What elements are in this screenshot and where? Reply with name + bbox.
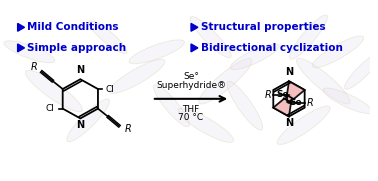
Ellipse shape [312,36,364,68]
Ellipse shape [198,58,252,104]
Polygon shape [273,95,291,116]
Polygon shape [191,23,198,31]
Text: R: R [264,90,271,100]
Text: 70 °C: 70 °C [178,113,204,121]
Polygon shape [191,44,198,52]
Ellipse shape [227,81,263,130]
Polygon shape [287,81,305,103]
Polygon shape [18,23,25,31]
Text: Simple approach: Simple approach [28,43,127,53]
Text: N: N [76,120,84,130]
Ellipse shape [296,58,350,104]
Ellipse shape [178,108,234,142]
Text: Bidirectional cyclization: Bidirectional cyclization [201,43,343,53]
Ellipse shape [129,40,184,64]
Text: THF: THF [183,105,200,114]
Polygon shape [18,44,25,52]
Text: N: N [76,65,84,75]
Text: Structural properties: Structural properties [201,22,325,32]
Text: N: N [285,67,293,77]
Ellipse shape [230,44,279,70]
Ellipse shape [190,16,231,58]
Text: Superhydride®: Superhydride® [156,81,226,90]
Ellipse shape [153,85,189,127]
Text: R: R [124,124,131,134]
Ellipse shape [88,21,127,54]
Ellipse shape [67,99,110,142]
Ellipse shape [25,70,82,112]
Ellipse shape [109,59,165,93]
Ellipse shape [277,106,330,144]
Text: Se°: Se° [183,72,199,81]
Ellipse shape [345,54,378,89]
Text: Mild Conditions: Mild Conditions [28,22,119,32]
Ellipse shape [290,15,327,59]
Text: R: R [31,62,37,72]
Text: Se: Se [289,98,302,107]
Text: Cl: Cl [46,104,55,113]
Ellipse shape [323,88,372,113]
Text: R: R [307,98,313,108]
Ellipse shape [4,41,55,63]
Text: Cl: Cl [106,85,115,94]
Text: Se: Se [276,90,289,100]
Text: N: N [285,118,293,128]
